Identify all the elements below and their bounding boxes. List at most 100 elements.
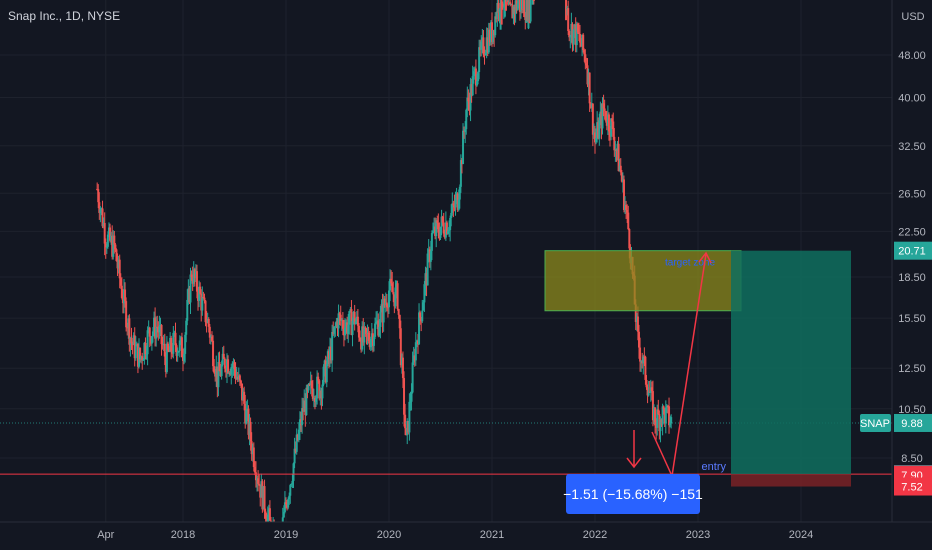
candle-body bbox=[168, 349, 171, 352]
candle-body bbox=[435, 220, 438, 237]
candle-body bbox=[649, 387, 652, 393]
candle-body bbox=[381, 304, 384, 323]
candle-body bbox=[177, 350, 180, 353]
time-tick-label: 2023 bbox=[686, 529, 710, 541]
candle-body bbox=[151, 331, 154, 337]
candle-body bbox=[149, 336, 152, 344]
candle-body bbox=[188, 288, 191, 303]
candle-body bbox=[646, 387, 649, 396]
candle-body bbox=[405, 428, 408, 436]
candle-body bbox=[166, 343, 169, 350]
candle-body bbox=[658, 414, 661, 432]
candle-body bbox=[268, 508, 271, 521]
candle-body bbox=[404, 414, 407, 429]
candle-body bbox=[153, 317, 156, 332]
long-position-stop-area[interactable] bbox=[731, 474, 851, 487]
candle-body bbox=[172, 332, 175, 354]
path-line-down bbox=[651, 431, 673, 477]
candle-body bbox=[643, 356, 646, 358]
candle-body bbox=[290, 484, 293, 486]
time-axis[interactable]: Apr 2018 2019 2020 2021 2022 2023 2024 bbox=[0, 521, 932, 550]
candle-body bbox=[367, 332, 370, 341]
candle-body bbox=[292, 463, 295, 481]
candle-body bbox=[668, 406, 671, 426]
candle-body bbox=[310, 380, 313, 389]
candle-body bbox=[243, 391, 246, 404]
candle-body bbox=[504, 0, 507, 11]
candle-body bbox=[259, 484, 262, 498]
candle-body bbox=[138, 347, 141, 367]
price-label bbox=[894, 477, 932, 496]
candle-body bbox=[371, 333, 374, 346]
candle-body bbox=[397, 308, 400, 315]
candle-body bbox=[285, 502, 287, 505]
candle-body bbox=[484, 53, 487, 55]
candle-body bbox=[407, 421, 410, 433]
candle-body bbox=[602, 103, 605, 109]
candle-body bbox=[532, 0, 535, 1]
candle-body bbox=[300, 419, 303, 426]
long-position-profit-area[interactable] bbox=[731, 250, 851, 475]
candle-body bbox=[423, 284, 426, 303]
candle-body bbox=[245, 409, 248, 424]
candle-body bbox=[184, 334, 187, 354]
candle-body bbox=[265, 518, 268, 522]
candle-body bbox=[372, 336, 375, 346]
candle-body bbox=[511, 4, 514, 19]
candle-body bbox=[170, 337, 173, 352]
price-tick-label: 12.50 bbox=[898, 363, 926, 375]
candle-body bbox=[661, 406, 664, 425]
candle-body bbox=[449, 217, 452, 231]
candle-body bbox=[316, 376, 319, 399]
candle-body bbox=[515, 0, 518, 11]
projection-arrows[interactable] bbox=[626, 251, 712, 477]
candle-body bbox=[102, 223, 105, 227]
candle-body bbox=[171, 351, 174, 354]
candle-body bbox=[452, 203, 455, 206]
candle-body bbox=[139, 347, 142, 360]
candle-body bbox=[669, 423, 672, 426]
candle-body bbox=[355, 316, 358, 322]
candle-body bbox=[604, 111, 607, 121]
candle-body bbox=[600, 111, 603, 129]
candle-body bbox=[218, 361, 221, 372]
candle-body bbox=[509, 2, 512, 5]
candle-body bbox=[491, 22, 493, 42]
candle-body bbox=[336, 321, 339, 329]
candle-body bbox=[192, 269, 195, 284]
candle-body bbox=[186, 299, 189, 321]
price-axis[interactable]: USD 48.00 40.00 32.50 26.50 22.50 18.50 15.50 1… bbox=[860, 0, 932, 522]
candle-body bbox=[135, 343, 138, 347]
candle-body bbox=[409, 401, 412, 403]
target-zone-box[interactable] bbox=[544, 250, 742, 312]
measure-tooltip: −1.51 (−15.68%) −151 bbox=[563, 474, 703, 514]
candle-body bbox=[319, 390, 322, 399]
candle-body bbox=[334, 326, 337, 328]
candle-body bbox=[529, 0, 532, 22]
candle-body bbox=[514, 0, 517, 15]
candle-body bbox=[453, 205, 456, 208]
candle-body bbox=[576, 23, 579, 33]
candle-body bbox=[653, 407, 656, 421]
candle-body bbox=[421, 310, 424, 322]
candle-body bbox=[99, 209, 102, 213]
candle-body bbox=[644, 356, 647, 380]
candle-body bbox=[362, 326, 365, 343]
candle-body bbox=[224, 368, 227, 372]
candle-body bbox=[231, 367, 234, 369]
candle-body bbox=[468, 101, 471, 111]
candle-body bbox=[288, 495, 291, 500]
candle-body bbox=[380, 304, 383, 312]
candle-body bbox=[200, 293, 203, 311]
candle-body bbox=[493, 30, 496, 36]
candle-body bbox=[580, 42, 583, 47]
candle-body bbox=[400, 357, 403, 366]
candle-body bbox=[333, 326, 336, 334]
candle-body bbox=[136, 343, 139, 367]
candle-body bbox=[128, 318, 131, 345]
candle-body bbox=[594, 132, 596, 143]
candle-body bbox=[526, 0, 529, 21]
candle-body bbox=[616, 143, 619, 152]
candle-body bbox=[96, 188, 99, 190]
